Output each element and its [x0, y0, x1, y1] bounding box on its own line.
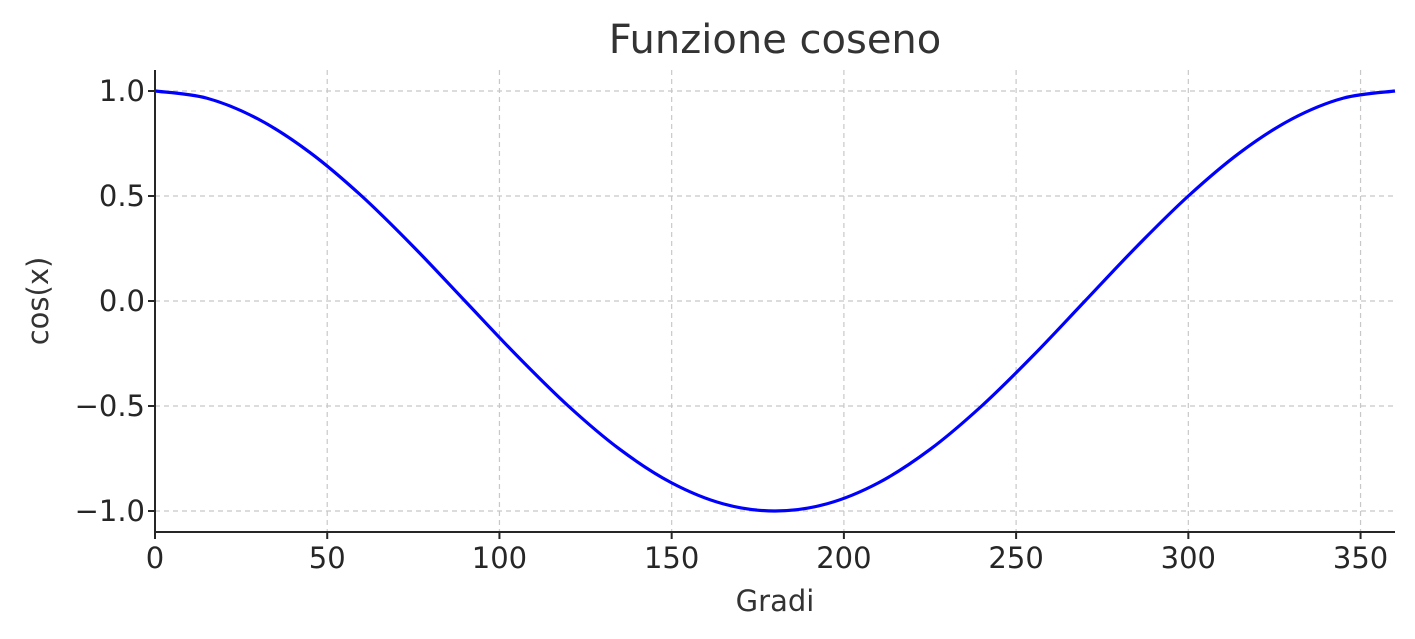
x-tick-label: 150: [644, 541, 699, 575]
y-axis-ticks: 1.0 0.5 0.0 −0.5 −1.0: [75, 74, 155, 528]
x-tick-label: 300: [1161, 541, 1216, 575]
x-tick-label: 250: [988, 541, 1043, 575]
plot-area: [154, 89, 1396, 513]
x-axis-label: Gradi: [736, 584, 815, 618]
cosine-line: [154, 89, 1396, 513]
x-tick-label: 350: [1333, 541, 1388, 575]
x-axis-ticks: 0 50 100 150 200 250 300 350: [146, 532, 1388, 575]
y-tick-label: 0.5: [99, 179, 145, 213]
y-tick-label: 1.0: [99, 74, 145, 108]
x-tick-label: 50: [309, 541, 346, 575]
y-tick-label: −0.5: [75, 389, 145, 423]
x-tick-label: 0: [146, 541, 164, 575]
y-tick-label: −1.0: [75, 494, 145, 528]
x-tick-label: 100: [472, 541, 527, 575]
x-tick-label: 200: [816, 541, 871, 575]
y-axis-label: cos(x): [21, 257, 55, 346]
y-tick-label: 0.0: [99, 284, 145, 318]
chart-title: Funzione coseno: [609, 17, 942, 63]
grid: [154, 70, 1395, 532]
